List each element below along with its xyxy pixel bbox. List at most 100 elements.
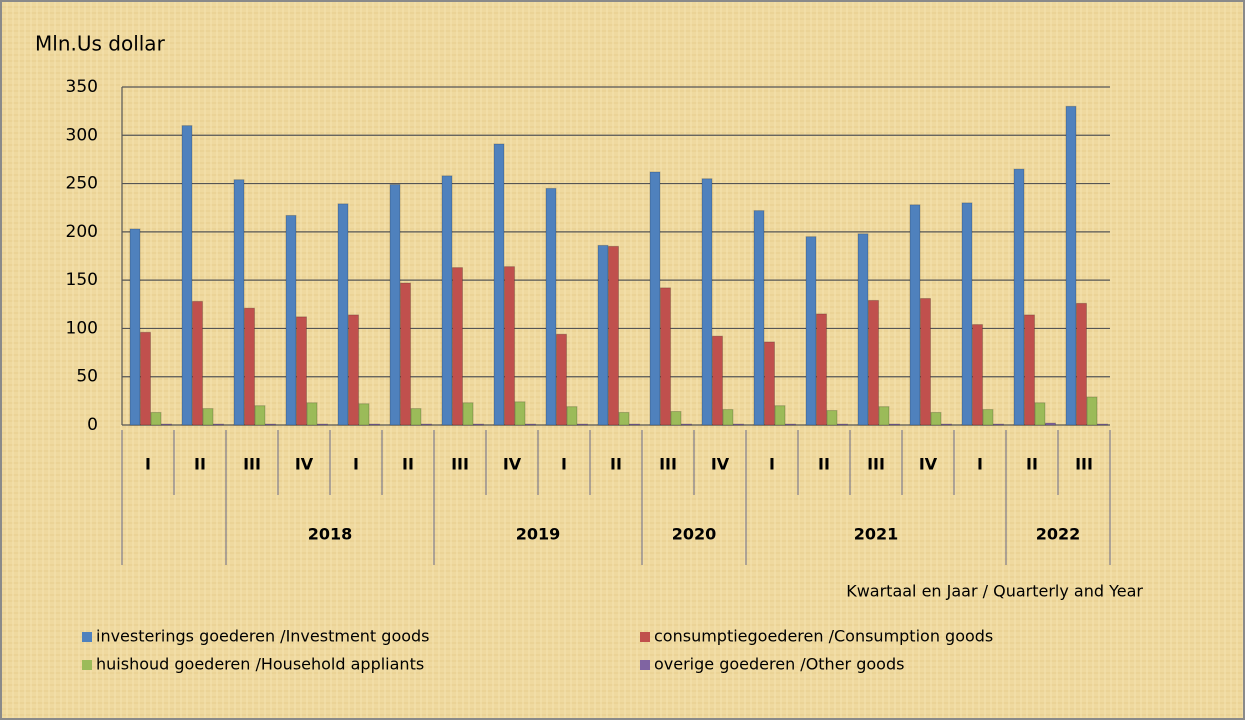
x-tick-label: II bbox=[610, 455, 622, 474]
y-tick-label: 200 bbox=[66, 222, 98, 242]
bar bbox=[1045, 422, 1056, 426]
bar bbox=[566, 406, 578, 426]
year-label: 2020 bbox=[672, 525, 717, 544]
bar bbox=[1034, 402, 1046, 426]
bar bbox=[306, 402, 318, 426]
bar bbox=[733, 423, 744, 426]
bar bbox=[681, 423, 692, 426]
bar bbox=[920, 297, 931, 426]
bar bbox=[129, 228, 141, 426]
bar bbox=[618, 411, 630, 426]
y-tick-label: 350 bbox=[66, 77, 98, 97]
x-tick-label: I bbox=[561, 455, 567, 474]
bar bbox=[452, 267, 463, 426]
x-tick-label: IV bbox=[711, 455, 730, 474]
bar bbox=[993, 423, 1004, 426]
bar bbox=[389, 184, 401, 426]
bar bbox=[296, 316, 307, 426]
bar bbox=[213, 423, 224, 426]
bar bbox=[161, 423, 172, 426]
bar bbox=[233, 179, 245, 426]
bar bbox=[150, 411, 162, 426]
bar bbox=[514, 401, 526, 426]
bar bbox=[421, 423, 432, 426]
x-tick-label: III bbox=[451, 455, 469, 474]
y-tick-label: 250 bbox=[66, 174, 98, 194]
bar bbox=[1076, 302, 1087, 426]
y-tick-label: 300 bbox=[66, 125, 98, 145]
bar bbox=[764, 341, 775, 426]
bar bbox=[670, 410, 682, 426]
bar bbox=[1065, 105, 1077, 426]
bar bbox=[369, 423, 380, 426]
bar bbox=[358, 403, 370, 426]
bar bbox=[774, 405, 786, 426]
year-label: 2021 bbox=[854, 525, 899, 544]
legend-label: overige goederen /Other goods bbox=[654, 655, 904, 674]
y-tick-label: 0 bbox=[87, 415, 98, 435]
x-tick-label: II bbox=[194, 455, 206, 474]
x-tick-label: II bbox=[1026, 455, 1038, 474]
bar bbox=[826, 410, 838, 426]
bar bbox=[1024, 314, 1035, 426]
bar bbox=[982, 409, 994, 426]
y-axis-title: Mln.Us dollar bbox=[35, 32, 166, 56]
bar bbox=[1086, 396, 1098, 426]
bar bbox=[868, 299, 879, 426]
x-tick-label: II bbox=[402, 455, 414, 474]
bar bbox=[410, 408, 422, 426]
bar bbox=[400, 282, 411, 426]
bar bbox=[660, 287, 671, 426]
bar bbox=[1013, 168, 1025, 426]
bar bbox=[285, 214, 297, 426]
bar bbox=[712, 335, 723, 426]
legend-label: huishoud goederen /Household appliants bbox=[96, 655, 424, 674]
bar bbox=[140, 331, 151, 426]
legend-label: investerings goederen /Investment goods bbox=[96, 627, 430, 646]
x-axis-title: Kwartaal en Jaar / Quarterly and Year bbox=[846, 582, 1143, 601]
bar bbox=[1097, 423, 1108, 426]
bar bbox=[244, 307, 255, 426]
bar bbox=[254, 405, 266, 426]
y-tick-label: 150 bbox=[66, 270, 98, 290]
x-tick-label: II bbox=[818, 455, 830, 474]
y-tick-label: 50 bbox=[76, 367, 98, 387]
bar bbox=[192, 300, 203, 426]
legend-swatch bbox=[82, 632, 92, 642]
bar bbox=[805, 236, 817, 426]
bar bbox=[785, 423, 796, 426]
bar bbox=[337, 203, 349, 426]
bar bbox=[441, 175, 453, 426]
legend-swatch bbox=[82, 660, 92, 670]
bar bbox=[545, 187, 557, 426]
legend-swatch bbox=[640, 660, 650, 670]
year-label: 2018 bbox=[308, 525, 353, 544]
bar bbox=[878, 406, 890, 426]
year-label: 2019 bbox=[516, 525, 561, 544]
bar bbox=[556, 333, 567, 426]
bar bbox=[972, 324, 983, 426]
x-tick-label: I bbox=[769, 455, 775, 474]
bar bbox=[909, 204, 921, 426]
bar bbox=[504, 266, 515, 426]
bar bbox=[722, 409, 734, 426]
x-tick-label: IV bbox=[295, 455, 314, 474]
bar bbox=[493, 143, 505, 426]
bar bbox=[649, 171, 661, 426]
bar bbox=[816, 313, 827, 426]
bar bbox=[930, 411, 942, 426]
year-label: 2022 bbox=[1036, 525, 1081, 544]
bar bbox=[753, 210, 765, 426]
bar bbox=[473, 423, 484, 426]
legend-swatch bbox=[640, 632, 650, 642]
x-tick-label: III bbox=[243, 455, 261, 474]
bar bbox=[597, 244, 609, 426]
bar bbox=[577, 423, 588, 426]
bar bbox=[525, 423, 536, 426]
x-tick-label: III bbox=[1075, 455, 1093, 474]
bar bbox=[857, 233, 869, 426]
bar bbox=[181, 125, 193, 426]
bar bbox=[701, 178, 713, 426]
